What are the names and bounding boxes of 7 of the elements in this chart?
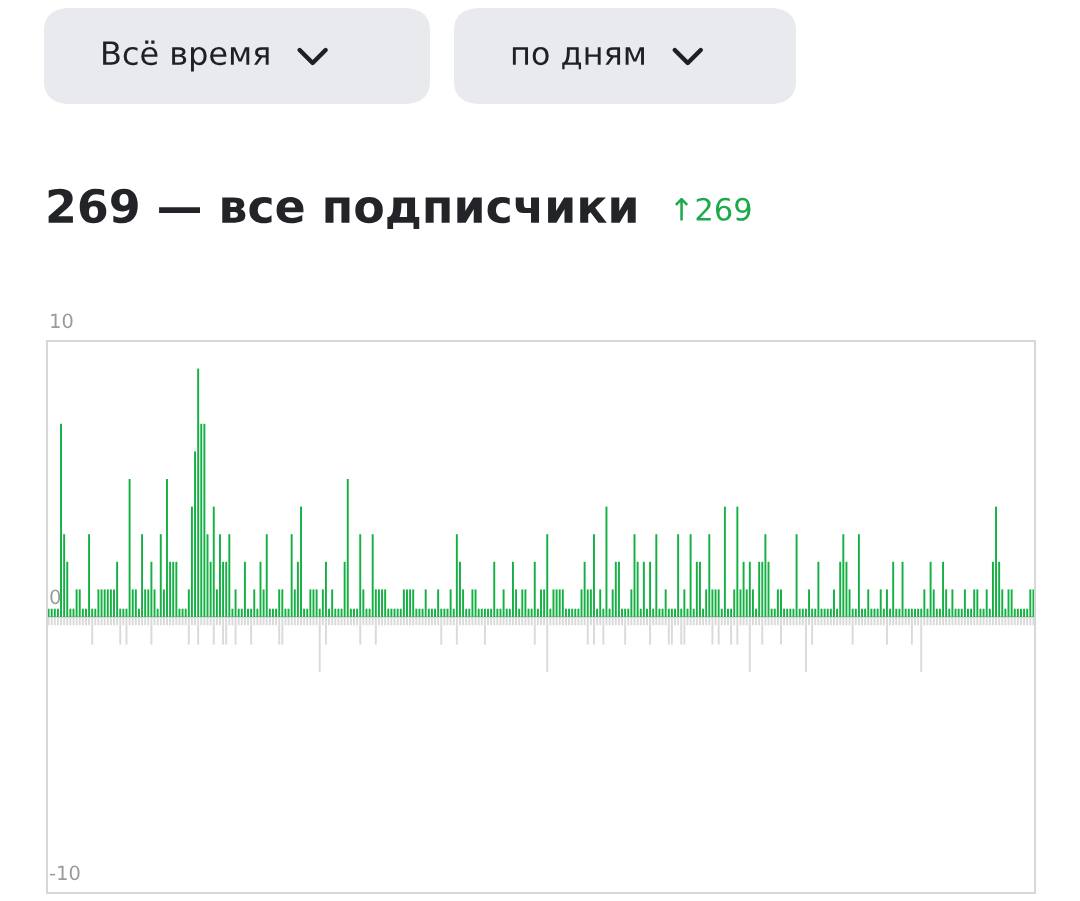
chart-subtitle: ↑269 [675,197,751,221]
chart-title: 269 — все подписчики [48,188,636,229]
y-tick-label: 0 [50,589,61,605]
text: Всё время [103,40,269,72]
y-tick-label: -10 [50,865,80,881]
text: по дням [512,46,644,70]
y-tick-label: 10 [51,313,73,329]
